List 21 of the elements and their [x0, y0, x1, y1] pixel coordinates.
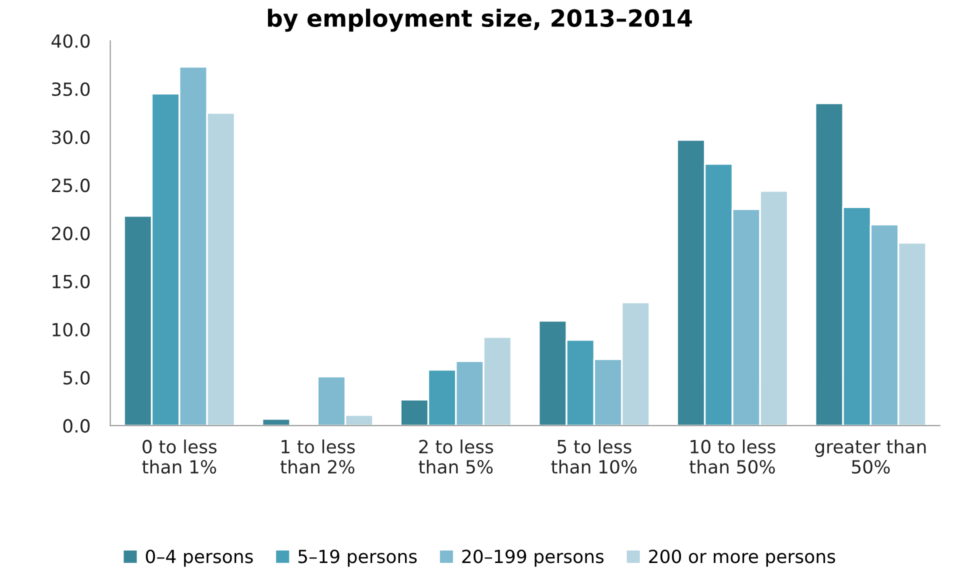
y-tick-label: 15.0: [52, 274, 90, 288]
x-tick-label: greater than 50%: [815, 439, 926, 474]
legend-label: 200 or more persons: [649, 550, 836, 567]
legend-label: 5–19 persons: [298, 550, 417, 567]
y-tick-label: 10.0: [52, 322, 90, 337]
x-tick-label: 2 to less than 5%: [418, 439, 494, 474]
legend-label: 20–199 persons: [462, 550, 604, 567]
x-tick-label: 5 to less than 10%: [551, 439, 637, 474]
y-tick-label: 20.0: [52, 226, 90, 240]
y-tick-label: 0.0: [63, 419, 90, 433]
x-tick-label: 10 to less than 50%: [689, 439, 776, 474]
legend-label: 0–4 persons: [146, 550, 253, 567]
x-tick-label: 0 to less than 1%: [142, 439, 217, 474]
y-tick-label: 40.0: [52, 34, 90, 48]
x-tick-label: 1 to less than 2%: [280, 439, 355, 474]
y-tick-label: 25.0: [52, 178, 90, 192]
chart-title: by employment size, 2013–2014: [268, 8, 692, 32]
y-tick-label: 5.0: [64, 370, 90, 385]
y-tick-label: 30.0: [52, 130, 90, 144]
bar: [262, 418, 291, 426]
y-tick-label: 35.0: [52, 82, 90, 96]
